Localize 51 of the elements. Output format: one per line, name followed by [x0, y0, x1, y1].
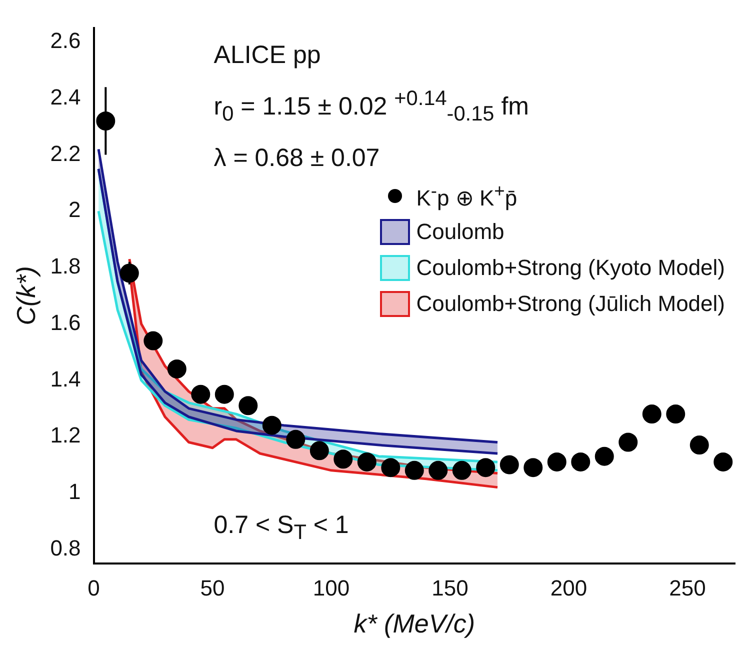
y-tick-label: 1.6	[50, 310, 81, 335]
point	[238, 396, 258, 416]
point	[571, 452, 590, 472]
annotation: r$_{0}$ = 1.15 ± 0.02 $^{+0.14}$$_{-0.15}$ fm	[214, 86, 529, 128]
x-tick-label: 250	[669, 576, 706, 601]
x-tick-label: 0	[88, 576, 100, 601]
legend-label: Coulomb+Strong (Jūlich Model)	[416, 291, 725, 317]
point	[642, 404, 662, 424]
point	[618, 432, 638, 452]
annotation: λ = 0.68 ± 0.07	[214, 143, 381, 174]
y-tick-label: 1.8	[50, 254, 81, 279]
point	[334, 450, 353, 469]
point	[452, 460, 472, 480]
y-tick-label: 2	[68, 197, 81, 222]
point	[357, 452, 376, 472]
point	[524, 458, 543, 478]
y-tick-label: 2.4	[50, 84, 81, 110]
point	[666, 404, 686, 424]
point	[310, 441, 329, 460]
y-tick-label: 2.2	[50, 140, 81, 166]
point	[476, 458, 496, 478]
point	[547, 452, 566, 472]
legend-label: Coulomb	[416, 219, 504, 245]
x-axis-title: k* (MeV/c)	[354, 608, 476, 639]
point	[428, 460, 448, 480]
annotation: 0.7 < S$_{T}$ < 1	[214, 510, 349, 546]
x-tick-label: 100	[312, 576, 350, 601]
point	[144, 331, 163, 350]
point	[594, 446, 614, 466]
y-tick-label: 2.6	[50, 28, 81, 54]
point	[714, 452, 733, 472]
point	[191, 384, 210, 404]
legend-label: Coulomb+Strong (Kyoto Model)	[416, 255, 725, 281]
point	[500, 455, 519, 474]
y-tick-label: 1.4	[50, 366, 81, 392]
y-tick-label: 1.2	[50, 422, 81, 448]
point	[381, 458, 400, 478]
point	[690, 436, 709, 455]
x-tick-label: 200	[550, 576, 588, 601]
point	[214, 384, 234, 404]
y-tick-label: 1	[68, 479, 81, 504]
annotation: ALICE pp	[214, 40, 322, 71]
point	[286, 430, 306, 449]
x-tick-label: 150	[432, 576, 468, 601]
point	[262, 416, 282, 435]
y-tick-label: 0.8	[50, 535, 81, 560]
point	[404, 460, 424, 480]
y-axis-title: C(k*)	[10, 266, 41, 326]
legend-label: K$^{-}$p ⊕ K$^{+}$p̄	[416, 180, 518, 212]
x-tick-label: 50	[200, 576, 225, 601]
point	[167, 359, 186, 378]
